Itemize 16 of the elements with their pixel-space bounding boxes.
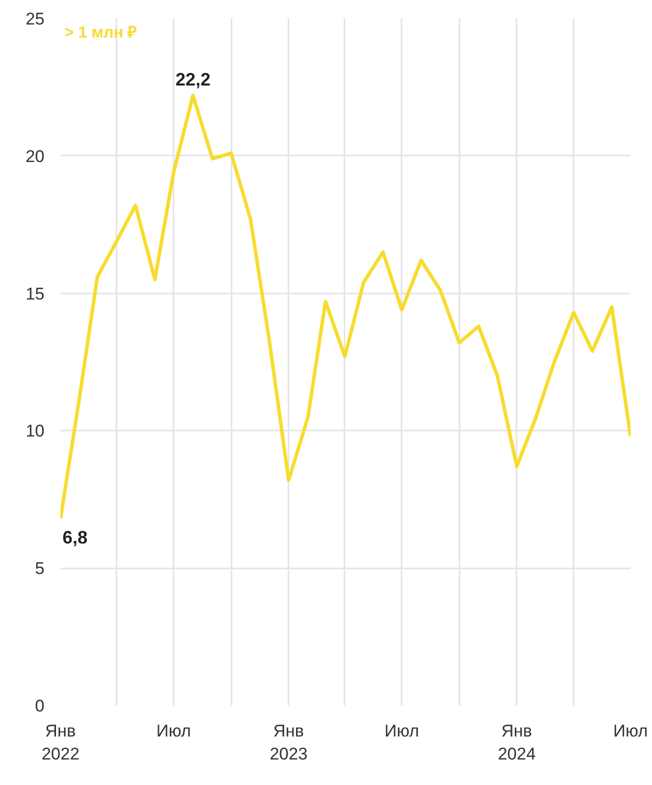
x-tick-label: Янв 2024 bbox=[498, 722, 536, 764]
annotation: 6,8 bbox=[62, 528, 88, 548]
y-tick-label: 20 bbox=[26, 146, 45, 166]
x-tick-label: Июл bbox=[613, 722, 648, 740]
x-tick-label: Июл bbox=[156, 722, 191, 740]
x-tick-label: Июл bbox=[384, 722, 420, 740]
y-tick-label: 15 bbox=[26, 284, 45, 304]
x-tick-label: Янв 2022 bbox=[42, 722, 80, 764]
annotation: 22,2 bbox=[175, 69, 211, 90]
y-tick-label: 25 bbox=[26, 10, 45, 28]
y-tick-label: 10 bbox=[26, 422, 45, 441]
y-tick-label: 5 bbox=[35, 559, 45, 578]
x-tick-label: Янв 2023 bbox=[270, 722, 308, 764]
text: > 1 млн ₽ bbox=[64, 24, 137, 42]
y-tick-label: 0 bbox=[35, 696, 45, 716]
line-series bbox=[60, 94, 630, 520]
